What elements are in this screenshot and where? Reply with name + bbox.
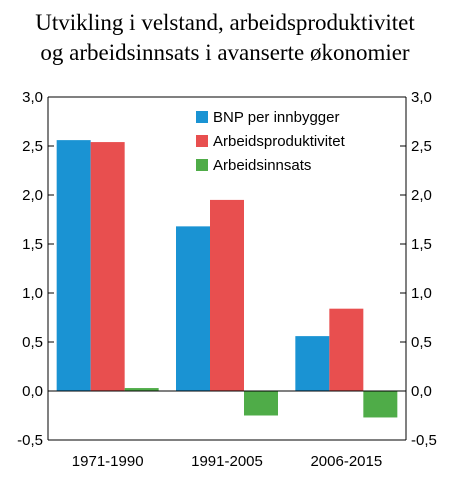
x-tick-label-2: 1991-2005 xyxy=(191,453,263,470)
bar-1-1 xyxy=(56,140,91,391)
legend-label-1: BNP per innbygger xyxy=(213,109,339,126)
x-tick-label-3: 2006-2015 xyxy=(310,453,382,470)
bar-3-1 xyxy=(124,388,159,391)
y-tick-right-label: 3,0 xyxy=(411,89,432,106)
legend-swatch-2 xyxy=(196,135,208,147)
legend-swatch-3 xyxy=(196,159,208,171)
chart-title-line-1: Utvikling i velstand, arbeidsproduktivit… xyxy=(35,10,415,35)
y-tick-right-label: 2,5 xyxy=(411,138,432,155)
y-tick-left-label: 2,5 xyxy=(22,138,43,155)
legend: BNP per innbygger Arbeidsproduktivitet Arb… xyxy=(196,109,346,174)
chart-title-line-2: og arbeidsinnsats i avanserte økonomier xyxy=(40,40,410,65)
bar-1-2 xyxy=(176,226,210,391)
y-axis-left-ticks: -0,5 0,0 0,5 1,0 1,5 2,0 2,5 3,0 xyxy=(17,89,54,449)
y-tick-right-label: 0,5 xyxy=(411,334,432,351)
y-tick-left-label: 3,0 xyxy=(22,89,43,106)
chart-title: Utvikling i velstand, arbeidsproduktivit… xyxy=(0,8,450,68)
bar-3-3 xyxy=(363,391,398,418)
legend-label-3: Arbeidsinnsats xyxy=(213,157,311,174)
legend-swatch-1 xyxy=(196,111,208,123)
y-tick-left-label: 0,5 xyxy=(22,334,43,351)
axes-group xyxy=(47,96,407,441)
y-tick-left-label: 0,0 xyxy=(22,383,43,400)
legend-label-2: Arbeidsproduktivitet xyxy=(213,133,346,150)
y-tick-right-label: 2,0 xyxy=(411,187,432,204)
y-tick-right-label: 0,0 xyxy=(411,383,432,400)
y-tick-right-label: -0,5 xyxy=(411,432,437,449)
bar-3-2 xyxy=(244,391,278,416)
y-tick-left-label: -0,5 xyxy=(17,432,43,449)
x-tick-label-1: 1971-1990 xyxy=(72,453,144,470)
bar-2-3 xyxy=(329,308,364,391)
bar-2-1 xyxy=(90,142,125,391)
y-axis-right-ticks: -0,5 0,0 0,5 1,0 1,5 2,0 2,5 3,0 xyxy=(400,89,437,449)
y-tick-left-label: 2,0 xyxy=(22,187,43,204)
y-tick-right-label: 1,5 xyxy=(411,236,432,253)
bar-1-3 xyxy=(295,336,330,391)
bar-2-2 xyxy=(210,199,244,391)
bars-group xyxy=(56,140,398,418)
y-tick-left-label: 1,0 xyxy=(22,285,43,302)
y-tick-right-label: 1,0 xyxy=(411,285,432,302)
x-axis-labels: 1971-1990 1991-2005 2006-2015 xyxy=(72,453,382,470)
y-tick-left-label: 1,5 xyxy=(22,236,43,253)
